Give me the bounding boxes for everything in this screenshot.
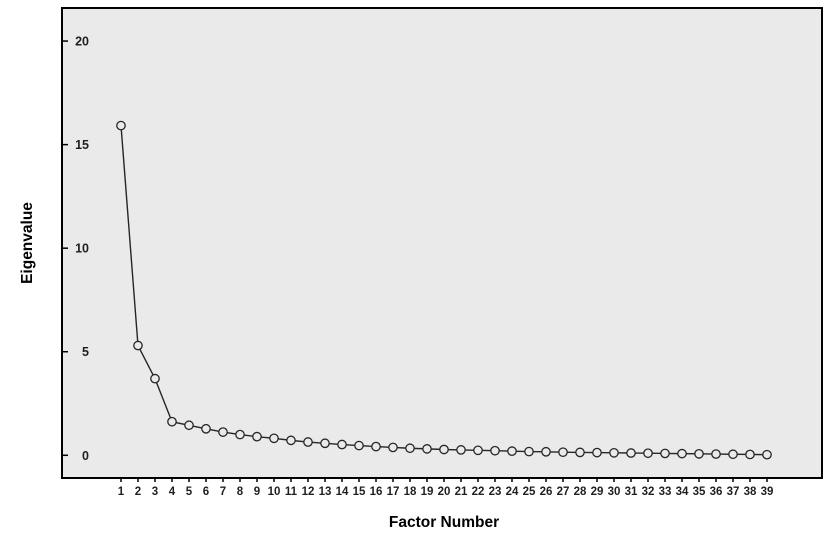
data-point-marker [388, 442, 398, 453]
x-tick-label: 22 [472, 486, 485, 498]
x-axis-ticks: 1 2 3 4 5 6 7 8 9 10 11 12 13 14 15 16 17 18 19 20 21 22 23 24 2… [118, 477, 774, 498]
x-tick-label: 21 [455, 486, 468, 498]
y-tick-label: 0 [82, 449, 89, 463]
data-point-marker [541, 446, 551, 457]
data-point-marker [252, 431, 262, 442]
x-tick-label: 33 [659, 486, 672, 498]
data-point-marker [184, 420, 194, 431]
x-tick-label: 38 [744, 486, 757, 498]
data-point-marker [167, 416, 177, 427]
data-point-marker [677, 448, 687, 459]
data-point-marker [218, 427, 228, 437]
data-point-marker [116, 120, 126, 131]
data-point-marker [269, 433, 279, 444]
data-point-marker [592, 447, 602, 458]
data-point-marker [507, 446, 517, 456]
data-point-marker [694, 448, 704, 459]
data-point-marker [643, 448, 653, 459]
x-tick-label: 20 [438, 486, 451, 498]
x-tick-label: 12 [302, 486, 315, 498]
data-point-marker [405, 443, 415, 454]
data-point-marker [235, 429, 245, 440]
x-tick-label: 9 [254, 486, 260, 498]
data-point-marker [524, 446, 534, 457]
eigenvalue-series [116, 120, 772, 460]
x-tick-label: 29 [591, 486, 604, 498]
x-tick-label: 19 [421, 486, 434, 498]
data-point-marker [439, 444, 449, 455]
x-tick-label: 5 [186, 486, 193, 498]
x-tick-label: 10 [268, 486, 281, 498]
x-tick-label: 13 [319, 486, 332, 498]
data-point-marker [575, 447, 585, 458]
x-tick-label: 6 [203, 486, 209, 498]
data-point-marker [286, 435, 296, 446]
x-tick-label: 15 [353, 486, 366, 498]
x-tick-label: 27 [557, 486, 570, 498]
data-point-marker [201, 423, 211, 434]
x-tick-label: 17 [387, 486, 400, 498]
x-tick-label: 3 [152, 486, 158, 498]
y-tick-label: 15 [75, 138, 89, 152]
data-point-marker [626, 448, 636, 458]
x-tick-label: 23 [489, 486, 502, 498]
x-tick-label: 2 [135, 486, 141, 498]
data-point-marker [728, 449, 738, 460]
x-tick-label: 1 [118, 486, 125, 498]
x-tick-label: 37 [727, 486, 740, 498]
y-tick-label: 20 [75, 35, 89, 49]
plot-panel [61, 7, 823, 479]
data-point-marker [150, 373, 160, 384]
x-tick-label: 30 [608, 486, 621, 498]
x-tick-label: 25 [523, 486, 536, 498]
y-axis-ticks: 0 5 10 15 20 [63, 35, 89, 463]
x-tick-label: 8 [237, 486, 244, 498]
data-point-marker [133, 340, 143, 351]
data-point-marker [303, 437, 313, 447]
x-tick-label: 35 [693, 486, 706, 498]
data-point-marker [762, 449, 772, 460]
x-axis-title: Factor Number [389, 514, 499, 531]
data-point-marker [660, 448, 670, 459]
data-point-marker [745, 449, 755, 460]
data-point-marker [490, 445, 500, 456]
x-tick-label: 28 [574, 486, 587, 498]
data-point-marker [371, 441, 381, 452]
data-point-marker [337, 439, 347, 450]
x-tick-label: 31 [625, 486, 638, 498]
x-tick-label: 32 [642, 486, 655, 498]
y-tick-label: 10 [75, 242, 89, 256]
y-axis-title: Eigenvalue [19, 202, 36, 284]
y-tick-label: 5 [82, 345, 89, 359]
x-tick-label: 24 [506, 486, 519, 498]
data-point-marker [558, 447, 568, 458]
x-tick-label: 4 [169, 486, 176, 498]
x-tick-label: 26 [540, 486, 553, 498]
x-tick-label: 16 [370, 486, 383, 498]
data-point-marker [609, 447, 619, 458]
x-tick-label: 7 [220, 486, 226, 498]
data-point-marker [456, 445, 466, 455]
data-point-marker [320, 438, 330, 449]
data-point-marker [354, 440, 364, 451]
x-tick-label: 18 [404, 486, 417, 498]
x-tick-label: 39 [761, 486, 774, 498]
x-tick-label: 36 [710, 486, 723, 498]
x-tick-label: 11 [285, 486, 298, 498]
data-point-marker [422, 444, 432, 454]
data-point-marker [473, 445, 483, 456]
x-tick-label: 14 [336, 486, 349, 498]
data-point-marker [711, 449, 721, 459]
x-tick-label: 34 [676, 486, 689, 498]
